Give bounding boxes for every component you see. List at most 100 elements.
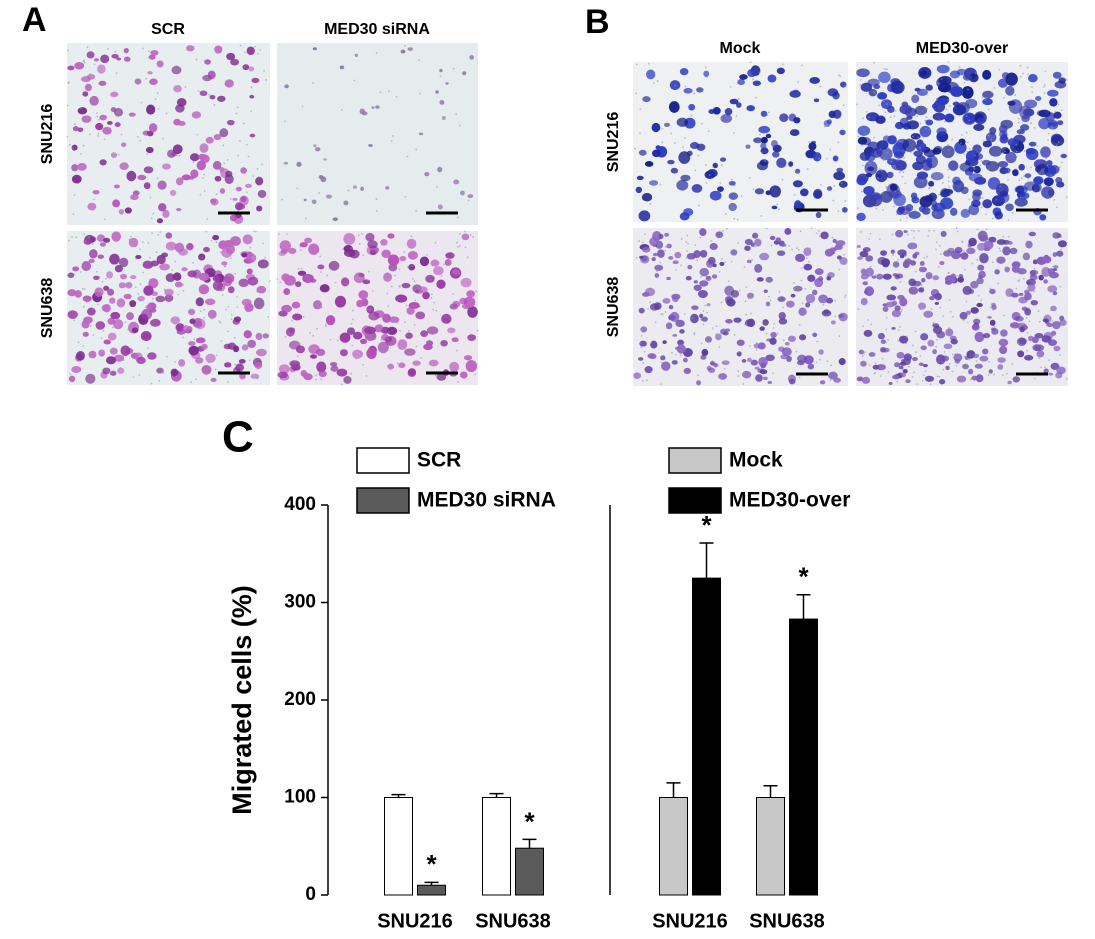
cell <box>147 352 157 360</box>
pore <box>887 371 890 373</box>
pore <box>723 367 726 370</box>
pore <box>89 73 92 76</box>
cell <box>256 205 263 212</box>
cell <box>715 333 722 341</box>
pore <box>215 193 218 196</box>
cell <box>1018 163 1025 171</box>
pore <box>815 361 818 364</box>
cell <box>302 372 310 378</box>
pore <box>661 313 664 316</box>
pore <box>1043 84 1046 86</box>
pore <box>914 270 917 273</box>
cell <box>795 253 806 262</box>
pore <box>1017 117 1020 120</box>
pore <box>197 90 200 92</box>
pore <box>975 173 978 175</box>
pore <box>930 308 933 311</box>
cell <box>188 176 195 180</box>
cell <box>642 292 650 297</box>
pore <box>151 232 153 235</box>
cell <box>95 321 105 330</box>
pore <box>816 340 819 343</box>
cell <box>792 180 803 188</box>
cell <box>110 91 119 98</box>
cell <box>232 197 238 201</box>
pore <box>971 202 973 205</box>
cell <box>365 232 375 242</box>
pore <box>83 305 85 308</box>
pore <box>919 147 921 149</box>
pore <box>894 190 897 193</box>
pore <box>230 313 233 316</box>
cell <box>978 234 989 242</box>
pore <box>937 205 940 208</box>
pore <box>148 50 150 53</box>
cell <box>856 376 864 382</box>
cell <box>976 117 985 123</box>
cell <box>207 70 216 80</box>
cell <box>143 166 154 174</box>
pore <box>999 257 1002 259</box>
cell <box>328 260 340 271</box>
cell <box>638 210 651 222</box>
cell <box>889 183 898 191</box>
pore <box>793 193 796 196</box>
pore <box>954 352 957 355</box>
cell <box>971 375 978 381</box>
pore <box>320 271 322 273</box>
cell <box>1058 77 1066 84</box>
pore <box>325 325 327 328</box>
pore <box>175 375 178 378</box>
cell <box>800 188 809 197</box>
cell <box>123 47 129 54</box>
cell <box>894 305 901 312</box>
cell <box>428 359 439 367</box>
pore <box>754 245 756 248</box>
pore <box>760 215 763 217</box>
cell <box>819 380 826 385</box>
pore <box>800 279 803 282</box>
pore <box>873 61 875 64</box>
cell <box>669 311 680 322</box>
significance-mark: * <box>524 806 535 836</box>
cell <box>936 330 946 339</box>
cell <box>98 349 106 357</box>
pore <box>148 256 151 259</box>
pore <box>366 279 369 282</box>
cell <box>101 304 110 312</box>
pore <box>972 176 974 179</box>
cell <box>176 97 187 107</box>
pore <box>96 115 99 118</box>
pore <box>911 135 914 138</box>
cell <box>87 202 97 211</box>
cell <box>685 275 692 281</box>
cell <box>925 157 933 164</box>
pore <box>1051 320 1054 322</box>
pore <box>127 283 130 286</box>
pore <box>72 147 75 149</box>
pore <box>246 275 249 277</box>
cell <box>979 355 989 362</box>
cell <box>198 284 210 295</box>
cell <box>765 354 775 362</box>
pore <box>685 257 688 259</box>
cell <box>642 246 651 253</box>
pore <box>398 268 401 270</box>
cell <box>893 362 901 368</box>
cell <box>712 162 718 169</box>
pore <box>924 120 927 122</box>
cell <box>725 318 733 324</box>
cell <box>1029 270 1036 277</box>
pore <box>219 251 222 254</box>
cell <box>174 281 183 288</box>
cell <box>85 373 96 384</box>
pore <box>246 329 248 332</box>
pore <box>969 378 972 381</box>
cell <box>641 193 653 202</box>
pore <box>900 308 903 311</box>
pore <box>979 164 981 167</box>
pore <box>724 261 726 263</box>
cell <box>436 373 447 381</box>
pore <box>982 140 985 143</box>
cell <box>72 266 80 272</box>
